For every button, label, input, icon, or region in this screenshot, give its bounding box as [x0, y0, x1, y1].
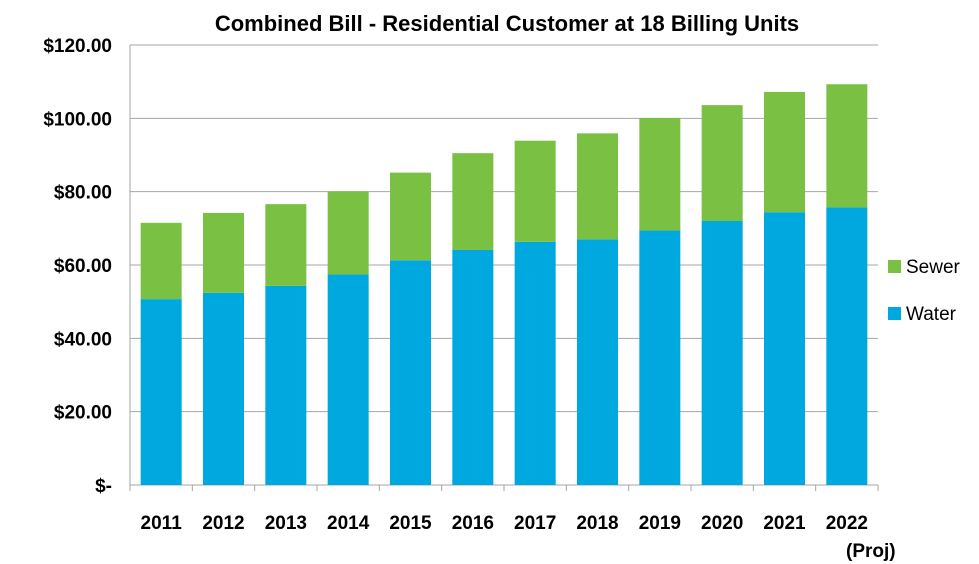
bar-segment — [577, 133, 618, 240]
x-tick-label: 2019 — [639, 513, 681, 534]
bar-segment — [203, 212, 244, 293]
bar-segment — [390, 260, 431, 485]
y-tick-label: $20.00 — [54, 403, 112, 424]
legend-label: Sewer — [906, 257, 961, 278]
bar-segment — [265, 285, 307, 485]
x-tick-label: 2022 (Proj) — [826, 513, 896, 562]
x-tick-label: 2017 — [514, 513, 556, 534]
y-tick-label: $40.00 — [54, 329, 112, 350]
bar-segment — [639, 230, 681, 485]
y-tick-label: $80.00 — [54, 183, 112, 204]
bar-segment — [514, 241, 556, 485]
bar-segment — [826, 84, 868, 208]
x-tick-label: 2016 — [452, 513, 494, 534]
bar-segment — [327, 274, 369, 485]
bar-segment — [514, 140, 556, 242]
x-tick-label: 2013 — [265, 513, 307, 534]
x-tick-label: 2015 — [389, 513, 432, 534]
bar-segment — [639, 117, 681, 231]
bar-segment — [203, 292, 244, 485]
bar-segment — [701, 221, 743, 485]
legend-label: Water — [906, 304, 957, 325]
bar-segment — [701, 105, 743, 221]
bar-segment — [140, 222, 182, 300]
bar-segment — [764, 91, 805, 213]
bar-segment — [452, 153, 494, 250]
x-tick-label: 2012 — [202, 513, 244, 534]
chart-title: Combined Bill - Residential Customer at … — [215, 11, 799, 36]
bar-segment — [764, 212, 805, 485]
x-tick-label: 2018 — [576, 513, 618, 534]
x-tick-label: 2014 — [327, 513, 370, 534]
x-tick-label: 2011 — [141, 513, 183, 534]
y-tick-label: $120.00 — [43, 36, 112, 57]
legend-swatch — [888, 307, 901, 320]
bar-segment — [265, 204, 307, 286]
bar-segment — [140, 299, 182, 485]
bar-segment — [826, 207, 868, 485]
bar-segment — [327, 191, 369, 275]
bar-segment — [390, 172, 431, 261]
y-tick-label: $- — [95, 476, 112, 497]
x-tick-label: 2021 — [763, 513, 806, 534]
bar-segment — [452, 249, 494, 485]
y-tick-label: $60.00 — [54, 256, 112, 277]
x-tick-label: 2020 — [701, 513, 743, 534]
y-tick-label: $100.00 — [43, 109, 112, 130]
legend-swatch — [888, 260, 901, 273]
bar-segment — [577, 239, 618, 485]
